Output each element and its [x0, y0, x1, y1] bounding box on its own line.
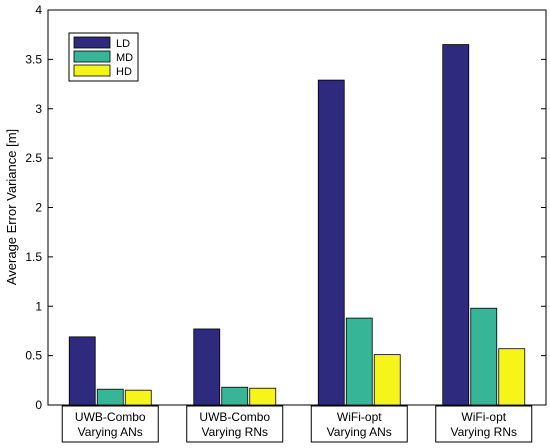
bars [68, 44, 526, 406]
category-box [435, 405, 533, 443]
bar-ld-2 [317, 79, 345, 406]
bar-md-3 [470, 307, 498, 406]
y-tick-label: 3 [35, 102, 42, 116]
category-box [61, 405, 159, 443]
bar-ld-3 [442, 44, 470, 406]
bar-md-0 [96, 388, 124, 406]
y-tick-label: 2.5 [25, 151, 42, 165]
category-label: Varying ANs [78, 425, 143, 439]
y-tick-label: 4 [35, 3, 42, 17]
y-tick-label: 1.5 [25, 250, 42, 264]
y-axis-ticks: 0 0.5 1 1.5 2 2.5 3 3.5 4 [25, 3, 546, 412]
legend-label-ld: LD [116, 38, 130, 50]
category-label: Varying RNs [451, 425, 517, 439]
bar-md-1 [221, 386, 249, 406]
y-tick-label: 0.5 [25, 349, 42, 363]
category-label: UWB-Combo [75, 410, 146, 424]
bar-ld-0 [68, 336, 96, 406]
legend: LD MD HD [68, 32, 139, 82]
legend-label-hd: HD [116, 66, 132, 78]
legend-swatch-ld [73, 36, 111, 49]
category-label: Varying ANs [327, 425, 392, 439]
bar-hd-3 [498, 348, 526, 406]
bar-hd-1 [249, 387, 277, 406]
category-label: WiFi-opt [337, 410, 382, 424]
category-box [310, 405, 408, 443]
category-label: UWB-Combo [199, 410, 270, 424]
bar-hd-0 [124, 389, 152, 406]
bar-ld-1 [193, 328, 221, 406]
category-label: WiFi-opt [461, 410, 506, 424]
y-tick-label: 1 [35, 299, 42, 313]
legend-label-md: MD [116, 52, 133, 64]
category-box [186, 405, 284, 443]
y-tick-label: 3.5 [25, 52, 42, 66]
y-tick-label: 0 [35, 398, 42, 412]
y-tick-label: 2 [35, 201, 42, 215]
bar-md-2 [345, 317, 373, 406]
y-axis-label: Average Error Variance [m] [4, 129, 19, 285]
bar-hd-2 [373, 354, 401, 406]
legend-swatch-hd [73, 64, 111, 77]
legend-swatch-md [73, 50, 111, 63]
category-label: Varying RNs [202, 425, 268, 439]
